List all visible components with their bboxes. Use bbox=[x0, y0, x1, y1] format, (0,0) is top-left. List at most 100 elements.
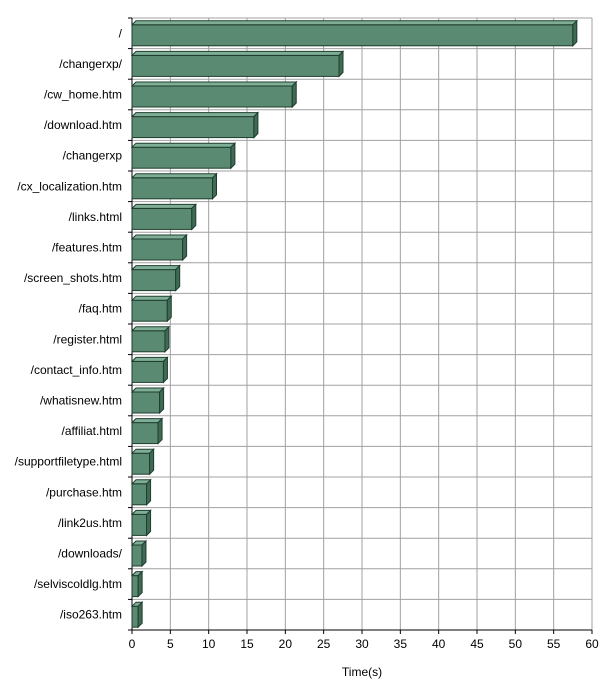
bar-top bbox=[130, 20, 579, 26]
x-axis-title: Time(s) bbox=[342, 665, 382, 679]
x-tick-label: 45 bbox=[470, 637, 484, 651]
x-tick-labels: 0 5 10 15 20 25 30 35 40 45 50 55 60 bbox=[129, 637, 599, 651]
bar bbox=[130, 233, 188, 262]
bar bbox=[130, 50, 345, 78]
bar-top bbox=[130, 418, 164, 424]
category-label: /links.html bbox=[69, 210, 122, 224]
bar-face bbox=[131, 483, 148, 506]
bar-side bbox=[149, 447, 155, 476]
bar bbox=[130, 203, 198, 231]
category-label: /affiliat.html bbox=[62, 424, 122, 438]
bar-side bbox=[166, 294, 172, 323]
bars bbox=[130, 19, 579, 629]
bar-face bbox=[131, 24, 574, 47]
x-tick-label: 5 bbox=[167, 637, 174, 651]
category-labels: / /changerxp/ /cw_home.htm/download.htm/ch… bbox=[15, 26, 123, 621]
bar-side bbox=[164, 325, 170, 354]
bar-face bbox=[131, 146, 232, 169]
category-label: /changerxp bbox=[63, 149, 123, 163]
bar bbox=[130, 478, 152, 507]
bar bbox=[130, 111, 260, 139]
category-label: /register.html bbox=[53, 332, 122, 346]
bar bbox=[130, 447, 155, 476]
bar-face bbox=[131, 360, 164, 383]
bar-side bbox=[146, 509, 152, 537]
x-tick-label: 25 bbox=[317, 637, 331, 651]
bar-face bbox=[131, 544, 143, 567]
bar-top bbox=[130, 326, 171, 332]
bar-top bbox=[130, 142, 237, 148]
bar-top bbox=[130, 81, 298, 87]
bar bbox=[130, 600, 144, 629]
bar-face bbox=[131, 513, 148, 536]
bar-face bbox=[131, 269, 177, 292]
x-tick-label: 55 bbox=[547, 637, 561, 651]
category-label: /selviscoldlg.htm bbox=[34, 577, 122, 591]
bar-side bbox=[146, 478, 152, 507]
bar-top bbox=[130, 265, 181, 271]
bar-face bbox=[131, 330, 166, 353]
bar bbox=[130, 570, 144, 598]
category-label: /downloads/ bbox=[58, 547, 123, 561]
category-label: /whatisnew.htm bbox=[40, 394, 122, 408]
category-label: /purchase.htm bbox=[46, 485, 122, 499]
bar-side bbox=[162, 356, 168, 384]
bar-side bbox=[175, 264, 181, 292]
bar-side bbox=[572, 19, 578, 48]
bar bbox=[130, 325, 171, 354]
x-tick-label: 40 bbox=[432, 637, 446, 651]
bar-top bbox=[130, 356, 169, 362]
bar bbox=[130, 356, 169, 384]
bar-side bbox=[191, 203, 197, 231]
category-label: /features.htm bbox=[52, 241, 122, 255]
bar-side bbox=[253, 111, 259, 139]
x-tick-label: 15 bbox=[240, 637, 254, 651]
category-label: /link2us.htm bbox=[58, 516, 122, 530]
bar-side bbox=[157, 417, 163, 445]
bar-face bbox=[131, 207, 193, 230]
bar-face bbox=[131, 391, 161, 414]
bar-face bbox=[131, 54, 340, 77]
category-label: /changerxp/ bbox=[59, 57, 122, 71]
bar bbox=[130, 141, 237, 170]
bar-face bbox=[131, 116, 255, 139]
x-tick-label: 0 bbox=[129, 637, 136, 651]
bar bbox=[130, 172, 218, 201]
bar bbox=[130, 386, 165, 415]
axes bbox=[128, 17, 593, 634]
bar-top bbox=[130, 203, 198, 209]
bar-face bbox=[131, 575, 139, 598]
category-label: /supportfiletype.html bbox=[15, 455, 122, 469]
bar-top bbox=[130, 387, 165, 393]
category-label: /cx_localization.htm bbox=[17, 179, 122, 193]
bar-top bbox=[130, 173, 218, 179]
bar bbox=[130, 539, 148, 568]
bar bbox=[130, 417, 164, 445]
category-label: /screen_shots.htm bbox=[24, 271, 122, 285]
bar-side bbox=[137, 570, 143, 598]
bar-face bbox=[131, 238, 184, 261]
bar-top bbox=[130, 50, 345, 56]
bar-side bbox=[338, 50, 344, 78]
bar bbox=[130, 264, 181, 292]
bar bbox=[130, 509, 152, 537]
bar-face bbox=[131, 177, 213, 200]
bar-top bbox=[130, 295, 173, 301]
x-tick-label: 50 bbox=[509, 637, 523, 651]
bar bbox=[130, 80, 298, 109]
bar-side bbox=[159, 386, 165, 415]
bar-face bbox=[131, 85, 293, 108]
category-label: /iso263.htm bbox=[60, 608, 122, 622]
bar-side bbox=[137, 600, 143, 629]
category-label: /contact_info.htm bbox=[31, 363, 122, 377]
category-label: / bbox=[119, 26, 123, 40]
x-tick-label: 30 bbox=[355, 637, 369, 651]
x-tick-label: 35 bbox=[394, 637, 408, 651]
category-label: /download.htm bbox=[44, 118, 122, 132]
category-label: /cw_home.htm bbox=[44, 88, 122, 102]
x-tick-label: 20 bbox=[279, 637, 293, 651]
bar bbox=[130, 19, 579, 48]
x-tick-label: 10 bbox=[202, 637, 216, 651]
bar-face bbox=[131, 452, 151, 475]
